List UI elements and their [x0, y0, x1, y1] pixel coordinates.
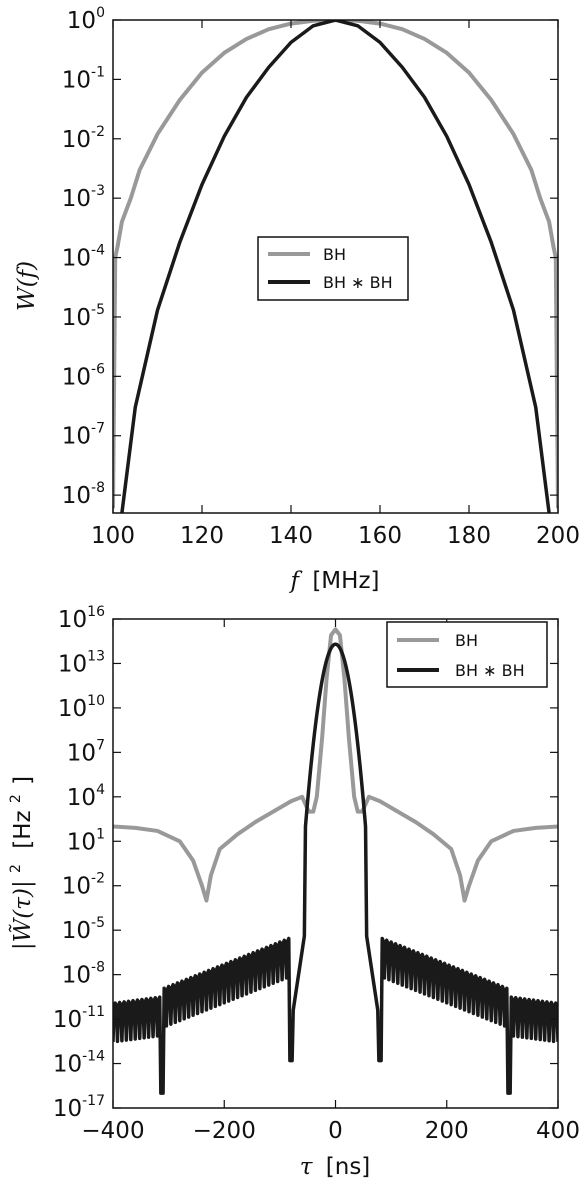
top-plot-series-line-bh: [113, 20, 558, 509]
bottom-plot-y-label-unit: [Hz: [10, 810, 36, 848]
bottom-plot-y-label-unit-close: ]: [10, 776, 36, 785]
bottom-plot-y-tick-label: 10-2: [62, 871, 105, 900]
top-plot-y-tick-label: 100: [67, 5, 105, 34]
bottom-plot-y-label-main: |W̃(τ)|: [10, 880, 36, 950]
bottom-plot-legend-label-bhbh: BH ∗ BH: [455, 661, 525, 680]
bottom-plot-frame: [112, 618, 559, 1109]
top-plot-y-ticks: 100 10-1 10-2 10-3 10-4 10-5 10-6 10-7 10-8: [62, 5, 558, 509]
bottom-plot-y-tick-label: 107: [67, 737, 105, 766]
top-plot-x-tick-label: 180: [447, 523, 491, 549]
bottom-plot-y-tick-label: 1013: [58, 648, 105, 677]
bottom-plot-x-tick-label: −200: [193, 1118, 256, 1144]
top-plot-legend-label-bh: BH: [323, 245, 346, 264]
top-plot-series-layer: [113, 20, 558, 513]
bottom-plot-x-tick-label: −400: [81, 1118, 144, 1144]
bottom-plot-y-label: |W̃(τ)| 2 [Hz 2 ]: [0, 776, 36, 950]
bottom-plot-y-tick-label: 10-14: [53, 1049, 105, 1078]
bottom-plot-x-tick-label: 200: [425, 1118, 469, 1144]
bottom-plot-y-label-exp: 2: [8, 864, 24, 873]
top-plot-y-tick-label: 10-5: [62, 302, 105, 331]
top-plot-y-tick-label: 10-4: [62, 243, 105, 272]
top-plot-series-line-bhbh: [120, 20, 551, 513]
top-plot-x-tick-label: 200: [536, 523, 580, 549]
top-plot-y-tick-label: 10-7: [62, 421, 105, 450]
bottom-plot-series-line-bh: [113, 627, 558, 903]
top-plot-x-label-symbol: f: [289, 568, 303, 594]
bottom-plot-y-label-unit-exp: 2: [8, 794, 24, 803]
bottom-plot-series-line-bhbh: [113, 642, 558, 1095]
top-plot-legend-box: [257, 236, 409, 301]
top-plot: 100 120 140 160 180 200 10010-110-210-310-410…: [14, 5, 580, 594]
top-plot-legend: BH BH ∗ BH: [257, 236, 409, 301]
bottom-plot-y-tick-label: 1016: [58, 604, 105, 633]
bottom-plot-legend-box: [386, 621, 548, 688]
top-plot-legend-label-bhbh: BH ∗ BH: [323, 273, 393, 292]
bottom-plot: −400 −200 0 200 400 1016 1013 1010 107 104 101 10-…: [0, 604, 580, 1180]
top-plot-x-label: f [MHz]: [289, 568, 380, 594]
bottom-plot-y-ticks: 1016 1013 1010 107 104 101 10-2 10-5 10-8 10-11 10…: [53, 604, 558, 1122]
top-plot-x-tick-label: 100: [91, 523, 135, 549]
bottom-plot-legend: BH BH ∗ BH: [386, 621, 548, 688]
bottom-plot-x-label-unit: [ns]: [326, 1154, 371, 1180]
top-plot-frame: [112, 19, 559, 514]
bottom-plot-x-tick-label: 400: [536, 1118, 580, 1144]
bottom-plot-y-tick-label: 10-11: [53, 1004, 105, 1033]
bottom-plot-legend-label-bh: BH: [455, 631, 478, 650]
top-plot-y-label: W(f): [14, 261, 40, 311]
bottom-plot-series-layer: [113, 627, 558, 1095]
bottom-plot-x-label: τ [ns]: [300, 1154, 371, 1180]
top-plot-x-ticks: 100 120 140 160 180 200: [91, 20, 580, 549]
bottom-plot-y-tick-label: 10-5: [62, 915, 105, 944]
top-plot-x-tick-label: 160: [358, 523, 402, 549]
bottom-plot-x-label-symbol: τ: [300, 1154, 314, 1180]
top-plot-x-tick-label: 140: [269, 523, 313, 549]
bottom-plot-x-tick-label: 0: [328, 1118, 343, 1144]
top-plot-y-tick-label: 10-3: [62, 183, 105, 212]
bottom-plot-y-tick-label: 10-17: [53, 1093, 105, 1122]
top-plot-x-label-unit: [MHz]: [312, 568, 379, 594]
bottom-plot-y-tick-label: 10-8: [62, 960, 105, 989]
bottom-plot-x-ticks: −400 −200 0 200 400: [81, 619, 580, 1144]
top-plot-y-tick-label: 10-6: [62, 361, 105, 390]
bottom-plot-y-tick-label: 1010: [58, 693, 105, 722]
top-plot-y-tick-label: 10-1: [62, 64, 105, 93]
bottom-plot-y-tick-label: 104: [67, 782, 105, 811]
top-plot-x-tick-label: 120: [180, 523, 224, 549]
bottom-plot-y-tick-label: 101: [67, 826, 105, 855]
top-plot-y-tick-label: 10-2: [62, 124, 105, 153]
top-plot-y-tick-label: 10-8: [62, 480, 105, 509]
